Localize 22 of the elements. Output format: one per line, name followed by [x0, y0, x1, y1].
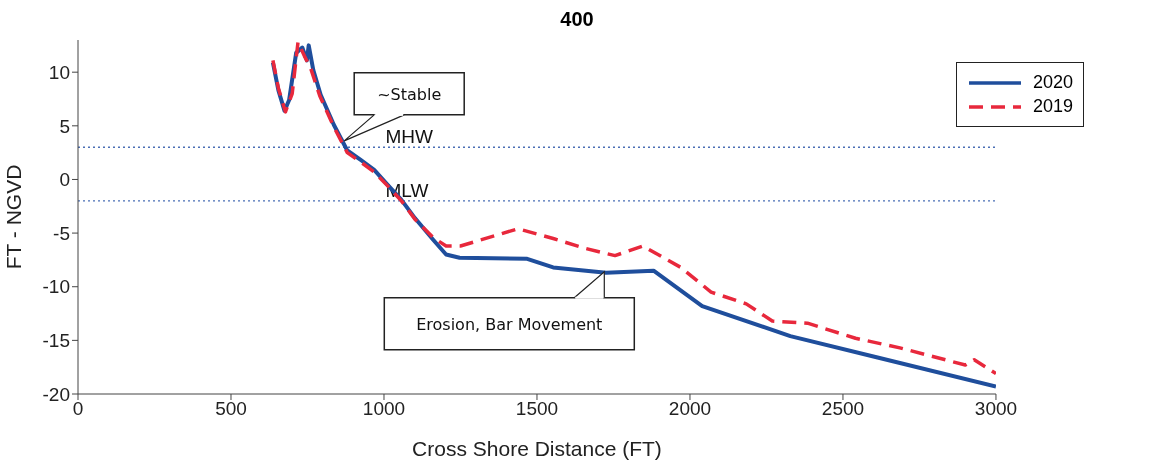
annotation: Erosion, Bar Movement: [416, 314, 603, 334]
annotation: ~Stable: [377, 84, 442, 104]
y-tick-label: -15: [42, 330, 70, 352]
y-tick-label: -20: [42, 383, 70, 405]
legend-label: 2020: [1032, 72, 1073, 93]
x-tick-label: 2000: [668, 398, 712, 420]
ref-line-label: MHW: [385, 126, 434, 148]
x-tick-label: 3000: [974, 398, 1018, 420]
y-tick-label: 10: [48, 61, 70, 83]
y-tick-label: -5: [53, 222, 70, 244]
y-axis-title: FT - NGVD: [2, 164, 26, 270]
x-tick-label: 2500: [821, 398, 865, 420]
x-axis-title: Cross Shore Distance (FT): [412, 437, 662, 460]
x-tick-label: 1000: [362, 398, 406, 420]
callout: Erosion, Bar Movement: [383, 270, 636, 351]
y-tick-label: -10: [42, 276, 70, 298]
x-tick-label: 1500: [515, 398, 559, 420]
y-tick-label: 5: [59, 115, 70, 137]
y-tick-label: 0: [59, 169, 70, 191]
x-tick-label: 500: [215, 398, 247, 420]
legend-label: 2019: [1032, 96, 1073, 117]
chart-title: 400: [559, 8, 595, 31]
